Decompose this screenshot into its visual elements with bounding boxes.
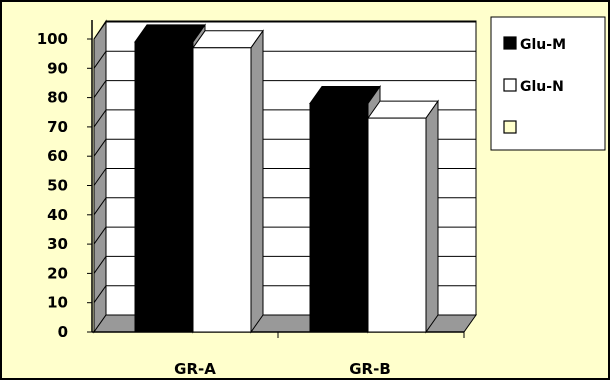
y-axis-ticks: 0 10 20 30 40 50 60 70 80 90 100 <box>37 30 92 341</box>
legend-swatch <box>503 36 517 50</box>
y-tick-label: 20 <box>47 264 68 282</box>
x-category-label: GR-B <box>349 360 391 378</box>
y-tick-label: 70 <box>47 118 68 136</box>
y-tick-label: 60 <box>47 147 68 165</box>
legend-label: Glu-N <box>520 79 564 95</box>
gridline-side <box>93 80 107 98</box>
bar <box>134 41 194 333</box>
gridline-side <box>93 168 107 186</box>
x-category-label: GR-A <box>174 360 216 378</box>
bar-side <box>250 29 264 334</box>
y-tick-label: 90 <box>47 59 68 77</box>
legend-label: Glu-M <box>520 37 566 53</box>
gridline-side <box>93 21 107 40</box>
y-tick-label: 40 <box>47 206 68 224</box>
gridline-side <box>93 109 107 128</box>
bar <box>367 117 427 333</box>
gridline-side <box>93 285 107 303</box>
gridline-side <box>93 226 107 245</box>
x-axis-categories: GR-A GR-B <box>174 332 465 378</box>
y-tick-label: 30 <box>47 235 68 253</box>
bars <box>134 23 439 334</box>
y-tick-label: 0 <box>58 323 68 341</box>
legend-swatch <box>503 78 517 92</box>
gridline-side <box>93 138 107 157</box>
legend: Glu-M Glu-N <box>490 16 606 151</box>
gridline-side <box>93 51 107 69</box>
bar-side <box>425 99 439 334</box>
gridline-side <box>93 256 107 274</box>
legend-swatch <box>503 120 517 134</box>
bar <box>309 102 369 333</box>
gridline-side <box>93 197 107 216</box>
y-tick-label: 100 <box>37 30 68 48</box>
bar <box>192 47 252 333</box>
y-tick-label: 10 <box>47 294 68 312</box>
y-tick-label: 50 <box>47 177 68 195</box>
y-tick-label: 80 <box>47 89 68 107</box>
